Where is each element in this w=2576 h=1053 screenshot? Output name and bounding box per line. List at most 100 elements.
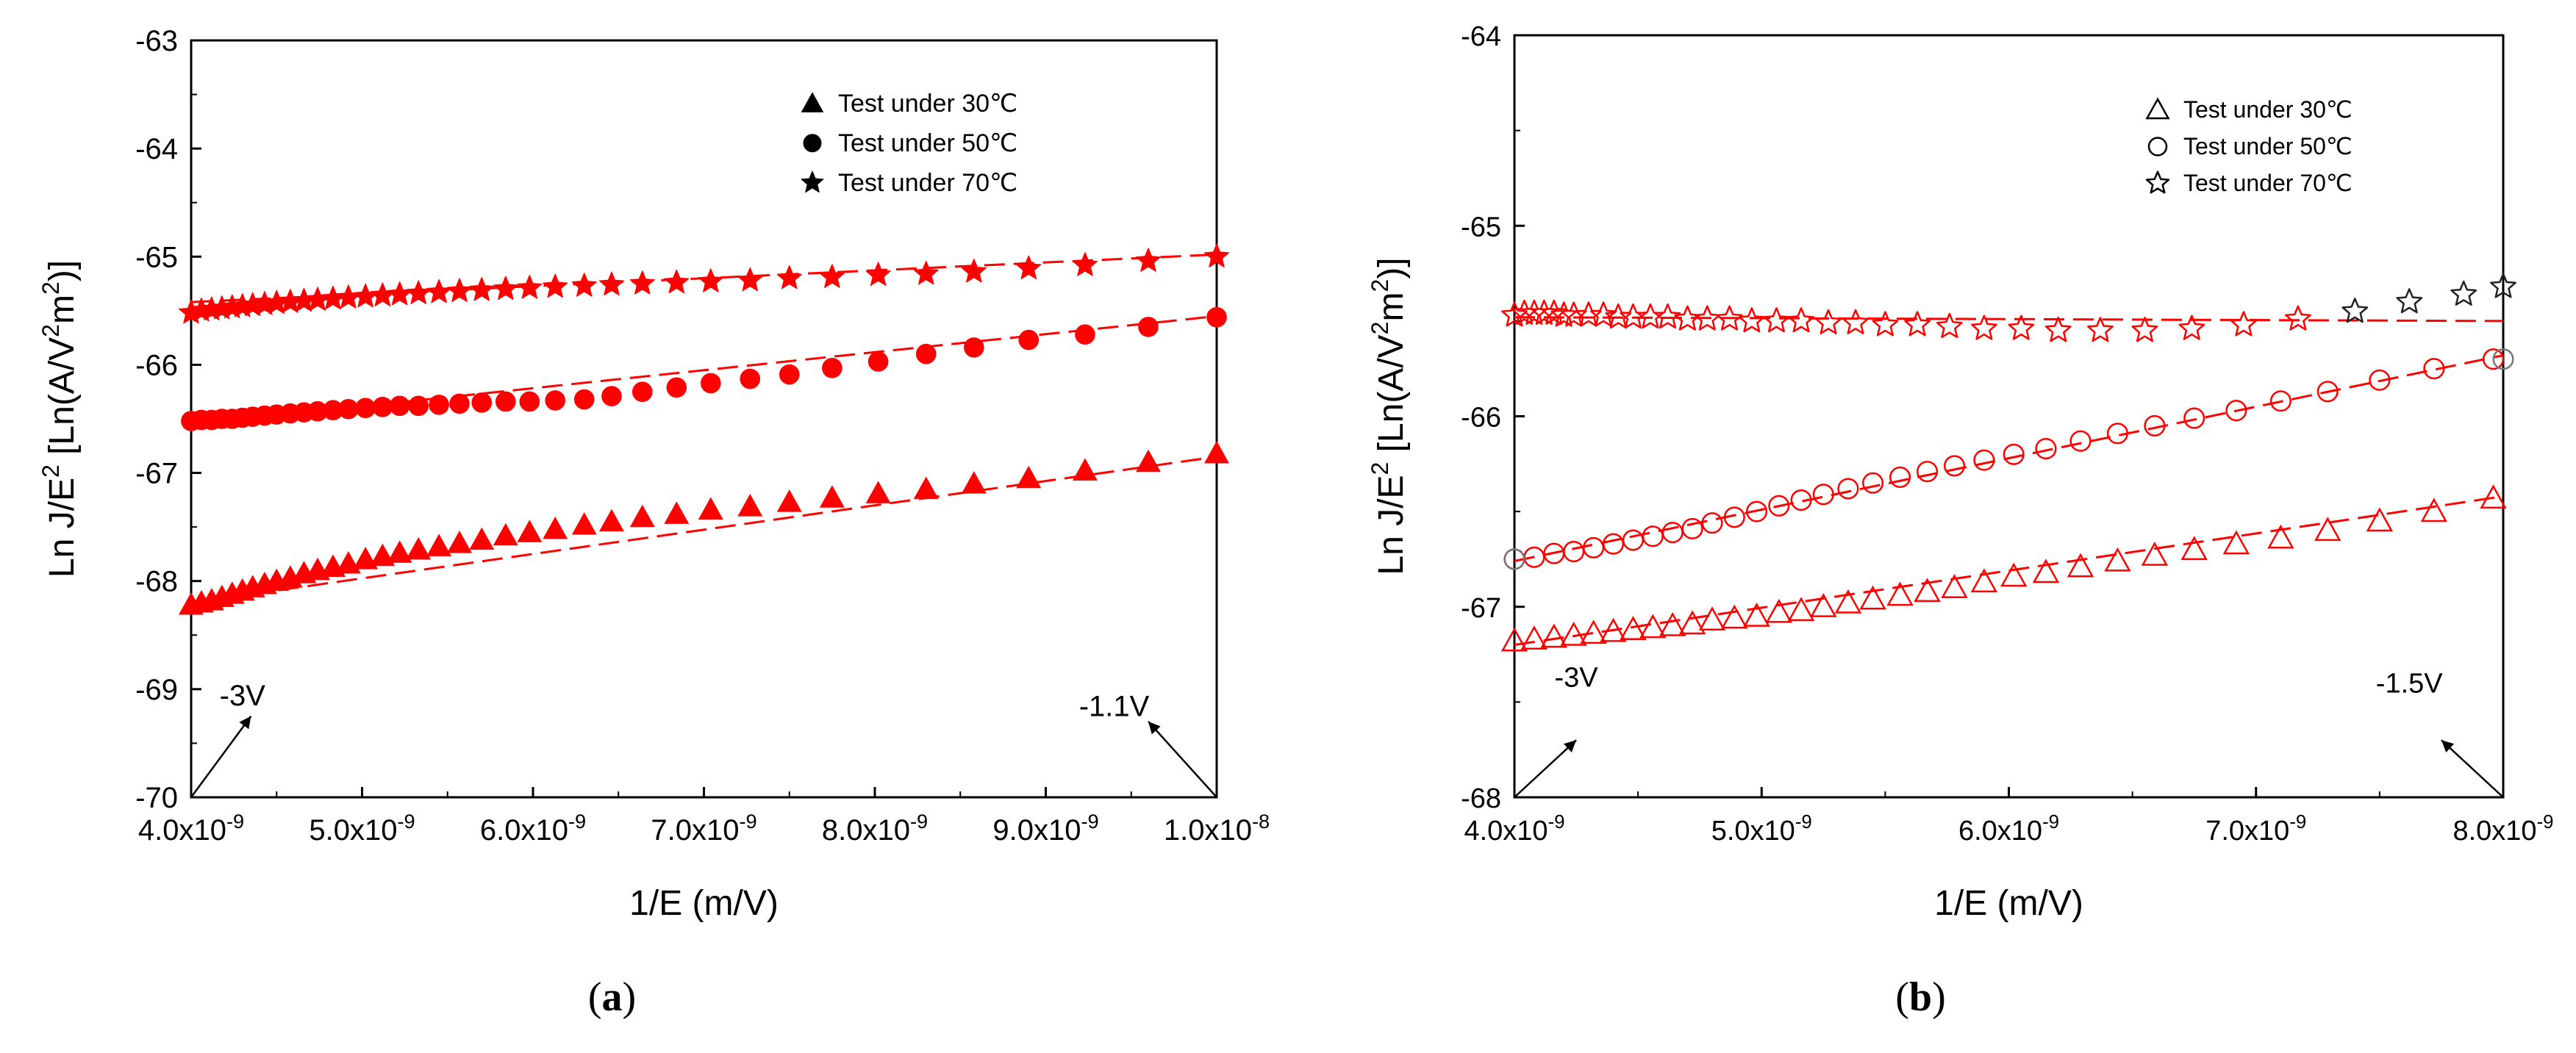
data-point	[372, 397, 393, 417]
data-point	[493, 522, 518, 546]
y-axis-label-part: [Ln(A/V	[43, 337, 82, 464]
data-point	[2450, 280, 2477, 306]
annotation-arrow	[2441, 739, 2504, 798]
data-point	[1970, 568, 1998, 593]
data-point	[2008, 315, 2035, 340]
y-tick-label: -68	[135, 566, 178, 598]
data-point	[2183, 407, 2205, 429]
y-axis-label: Ln J/E2 [Ln(A/V2m2)]	[37, 260, 82, 578]
x-tick-exponent: -9	[2537, 812, 2554, 833]
data-point	[543, 516, 568, 539]
x-tick-exponent: -9	[1795, 812, 1812, 833]
fit-line-1	[1514, 354, 2504, 562]
data-point	[913, 476, 939, 500]
data-point	[2366, 507, 2394, 532]
data-point	[1590, 301, 1617, 327]
legend-marker	[2145, 170, 2170, 194]
legend-label: Test under 30℃	[838, 90, 1017, 118]
chart-panel-a: 4.0x10-9 5.0x10-9 6.0x10-9 7.0x10-9 8.0x10-9…	[37, 25, 1270, 1020]
data-point	[2044, 317, 2072, 342]
x-tick-mantissa: 4.0x10	[1464, 816, 1548, 847]
data-point	[701, 373, 721, 394]
data-point	[446, 278, 473, 303]
legend-marker	[2145, 97, 2170, 120]
data-point	[819, 485, 845, 508]
data-point	[740, 368, 761, 389]
panel-label-paren: (	[1895, 974, 1909, 1020]
data-point	[1738, 307, 1765, 333]
data-point	[1550, 301, 1578, 327]
data-point	[664, 501, 690, 524]
x-tick-mantissa: 5.0x10	[309, 814, 397, 847]
y-axis-label-superscript: 2	[37, 324, 64, 337]
data-point	[2269, 390, 2291, 412]
x-tick-mantissa: 5.0x10	[1711, 816, 1795, 847]
legend-marker	[803, 134, 822, 153]
panel-label-paren: )	[623, 974, 637, 1020]
data-point	[2106, 423, 2128, 445]
panel-label: (b)	[1895, 974, 1945, 1020]
data-point	[2000, 562, 2028, 587]
x-tick-mantissa: 7.0x10	[2205, 816, 2289, 847]
data-point	[408, 395, 429, 417]
data-point	[598, 271, 625, 296]
data-point	[1862, 472, 1884, 494]
y-axis-label-superscript: 2	[37, 464, 64, 478]
x-tick-exponent: -9	[2289, 812, 2306, 833]
data-point	[2341, 298, 2369, 323]
data-point	[1837, 478, 1859, 500]
y-tick-label: -67	[1461, 593, 1501, 624]
data-point	[1765, 598, 1793, 623]
data-point	[1859, 585, 1886, 610]
data-point	[776, 265, 802, 290]
data-point	[1503, 548, 1525, 570]
data-point	[1203, 243, 1230, 267]
x-tick-exponent: -9	[1548, 812, 1565, 833]
data-point	[1914, 578, 1941, 603]
data-point	[517, 520, 543, 542]
data-point	[1654, 303, 1681, 329]
data-point	[2178, 315, 2205, 340]
x-tick-mantissa: 4.0x10	[138, 814, 226, 847]
data-point	[2035, 438, 2057, 460]
data-point	[1540, 299, 1567, 325]
data-layer	[178, 243, 1230, 615]
x-tick-mantissa: 8.0x10	[822, 814, 910, 847]
data-point	[1973, 449, 1995, 471]
data-point	[2131, 317, 2158, 342]
data-point	[1812, 484, 1834, 506]
x-tick-mantissa: 7.0x10	[651, 814, 739, 847]
panel-label-paren: (	[588, 974, 602, 1020]
data-point	[2490, 273, 2516, 298]
legend-label: Test under 50℃	[838, 129, 1017, 157]
data-point	[2069, 430, 2092, 452]
data-point	[571, 512, 597, 535]
data-point	[573, 389, 595, 410]
x-axis-label: 1/E (m/V)	[629, 884, 779, 923]
data-point	[1904, 311, 1931, 337]
y-tick-label: -64	[135, 133, 178, 165]
x-tick-mantissa: 6.0x10	[1958, 816, 2042, 847]
data-point	[353, 547, 379, 569]
x-tick-label: 8.0x10-9	[822, 810, 928, 847]
data-point	[737, 494, 763, 517]
data-point	[1540, 623, 1568, 648]
data-point	[1661, 522, 1684, 544]
data-point	[545, 390, 566, 411]
data-point	[2423, 358, 2445, 380]
data-point	[961, 258, 987, 283]
data-point	[426, 533, 452, 557]
data-point	[629, 270, 655, 295]
annotation-label: -3V	[1554, 663, 1598, 694]
data-point	[1580, 619, 1607, 644]
y-tick-label: -66	[1461, 403, 1501, 434]
x-tick-exponent: -9	[226, 810, 244, 833]
x-tick-label: 8.0x10-9	[2452, 812, 2553, 847]
data-point	[1916, 461, 1939, 483]
fit-line-0	[190, 456, 1217, 604]
data-point	[1583, 536, 1605, 558]
data-point	[776, 489, 802, 512]
data-point	[2396, 288, 2423, 314]
y-axis-label-part: )]	[1372, 257, 1411, 278]
